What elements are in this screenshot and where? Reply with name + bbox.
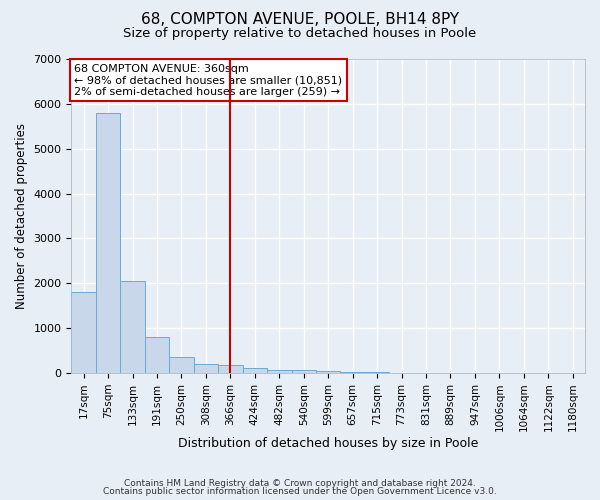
Bar — [194, 364, 218, 373]
Y-axis label: Number of detached properties: Number of detached properties — [15, 123, 28, 309]
Bar — [267, 370, 292, 373]
X-axis label: Distribution of detached houses by size in Poole: Distribution of detached houses by size … — [178, 437, 478, 450]
Text: Contains public sector information licensed under the Open Government Licence v3: Contains public sector information licen… — [103, 487, 497, 496]
Text: Size of property relative to detached houses in Poole: Size of property relative to detached ho… — [124, 28, 476, 40]
Text: Contains HM Land Registry data © Crown copyright and database right 2024.: Contains HM Land Registry data © Crown c… — [124, 478, 476, 488]
Bar — [316, 370, 340, 373]
Bar — [218, 365, 242, 373]
Bar — [96, 113, 121, 373]
Text: 68 COMPTON AVENUE: 360sqm
← 98% of detached houses are smaller (10,851)
2% of se: 68 COMPTON AVENUE: 360sqm ← 98% of detac… — [74, 64, 342, 97]
Bar — [71, 292, 96, 373]
Bar — [365, 372, 389, 373]
Bar — [292, 370, 316, 373]
Text: 68, COMPTON AVENUE, POOLE, BH14 8PY: 68, COMPTON AVENUE, POOLE, BH14 8PY — [141, 12, 459, 28]
Bar — [145, 337, 169, 373]
Bar — [121, 281, 145, 373]
Bar — [242, 368, 267, 373]
Bar — [340, 372, 365, 373]
Bar — [169, 358, 194, 373]
